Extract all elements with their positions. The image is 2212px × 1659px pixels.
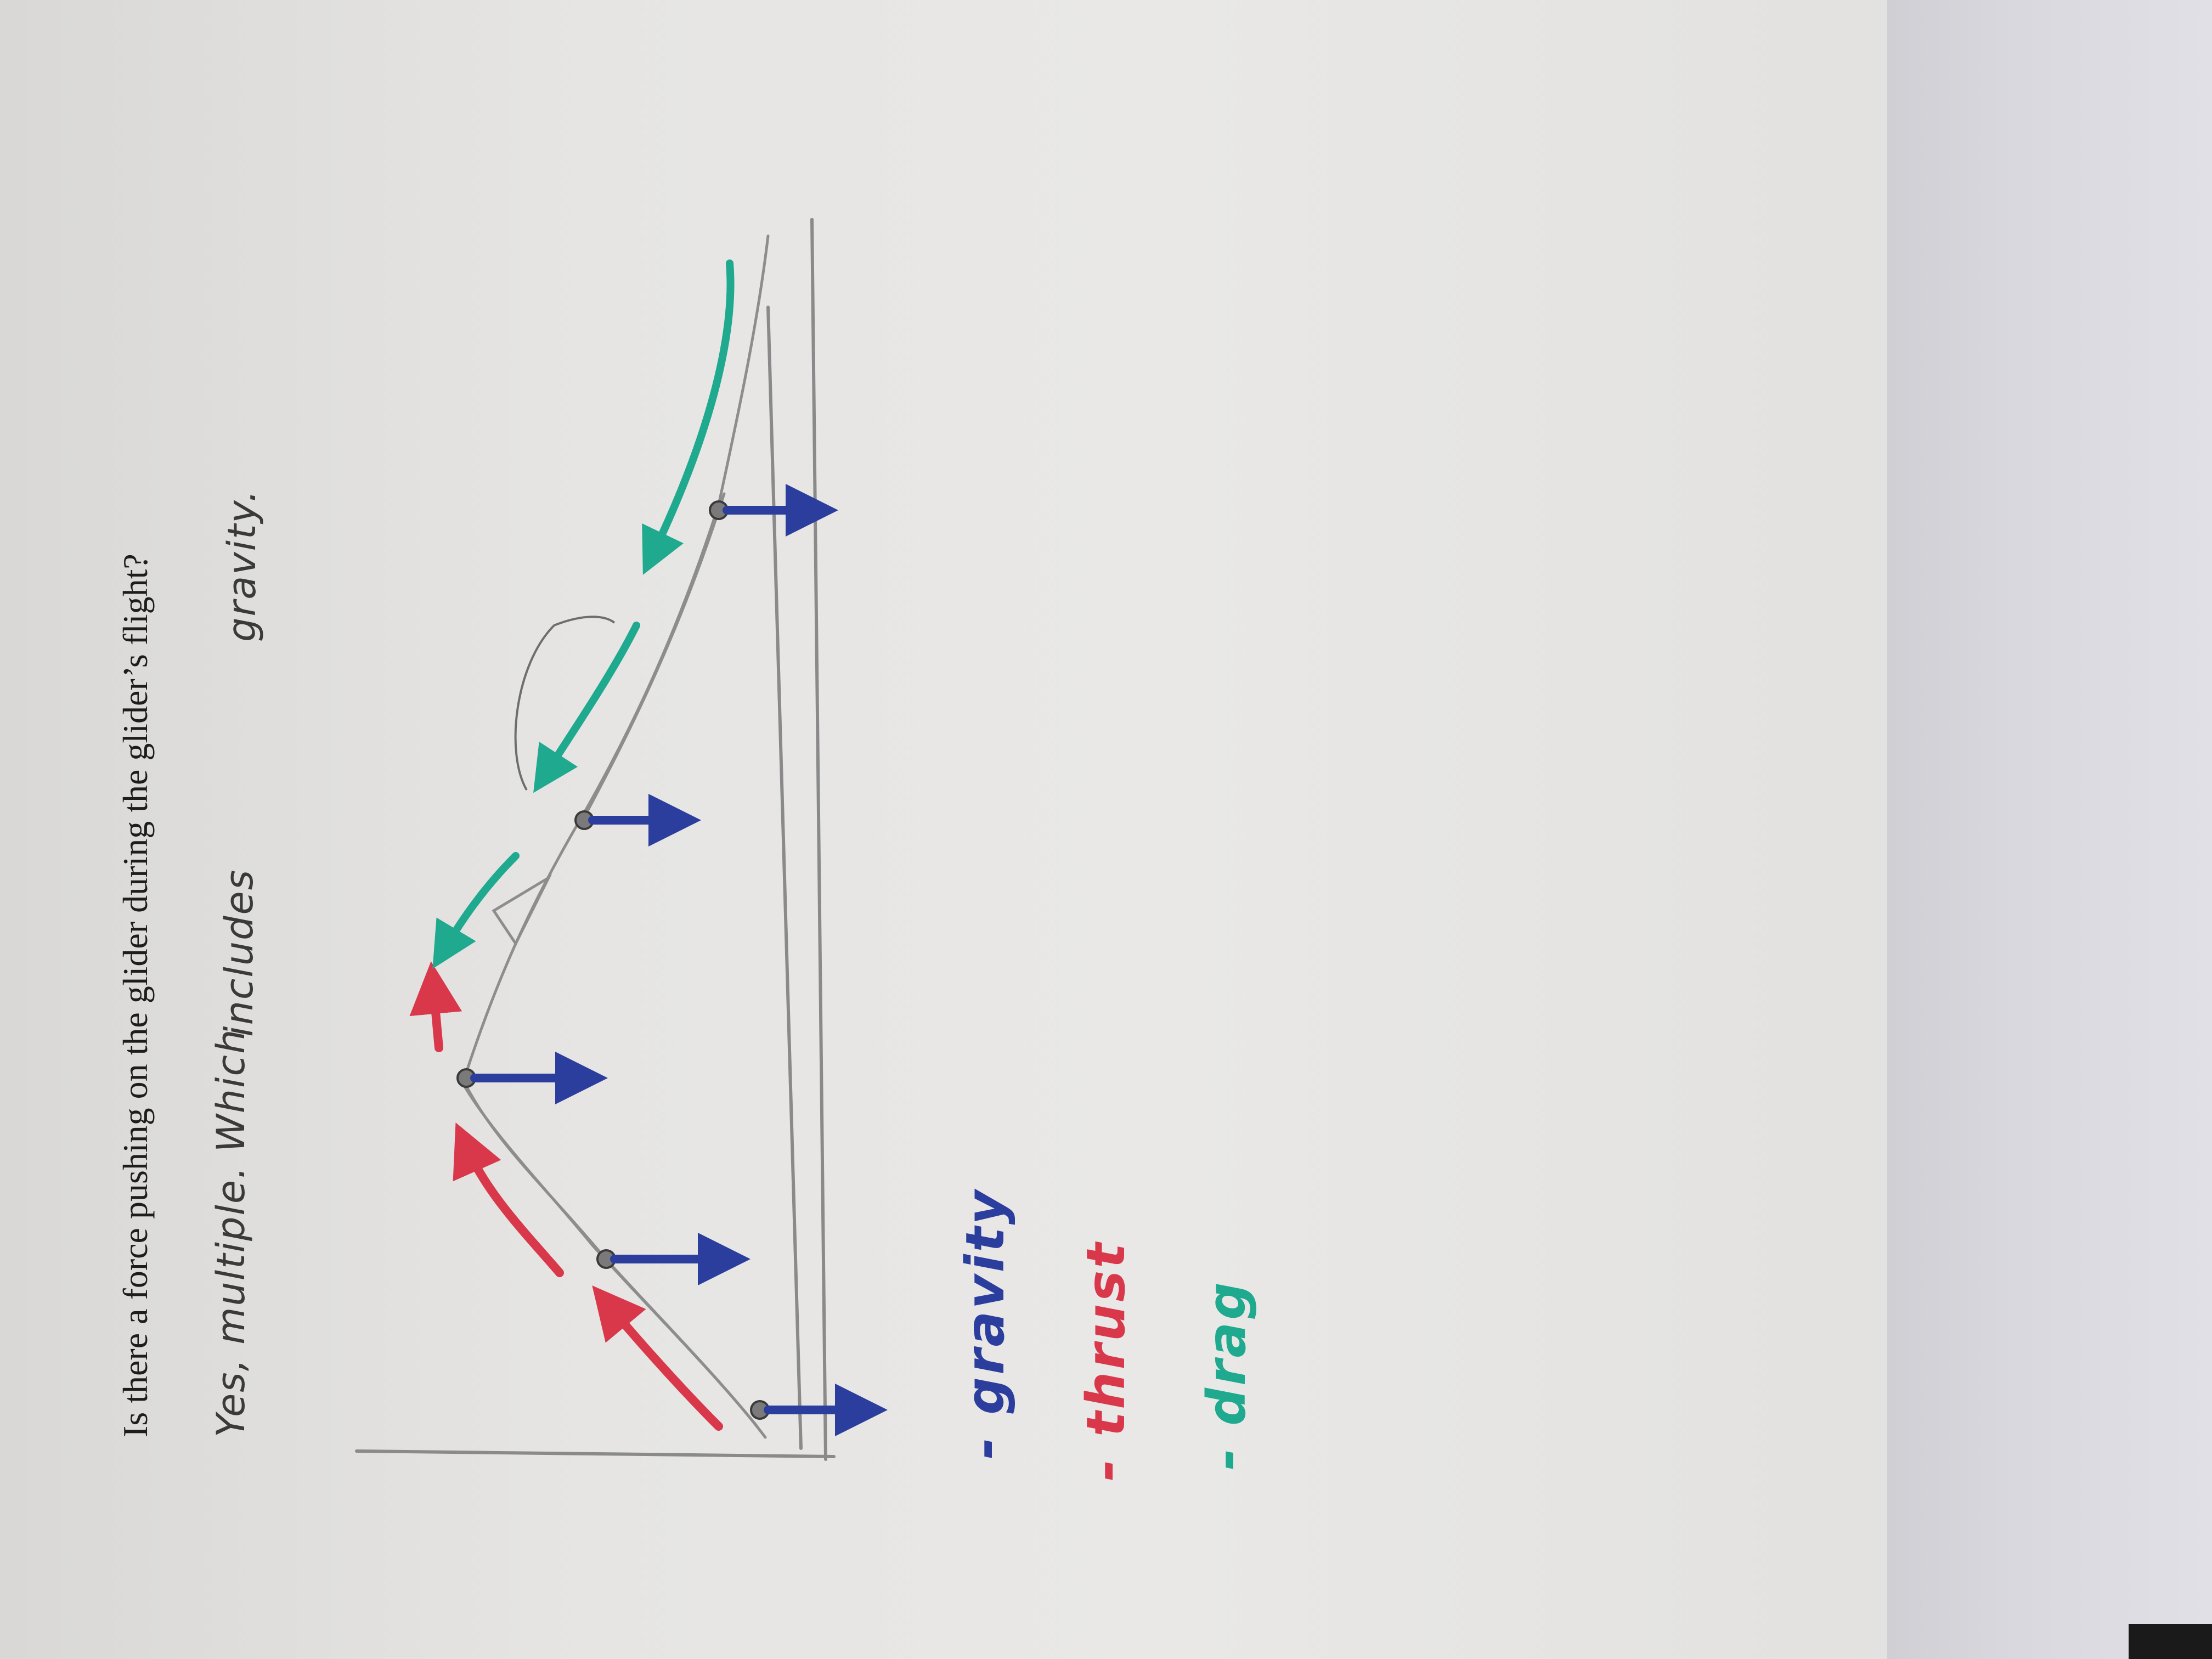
thrust-arrows [409,961,723,1431]
glider-points [456,500,770,1420]
legend-drag: - drag [1196,1280,1257,1470]
desk-background [1887,0,2212,1659]
dark-corner [2129,1624,2212,1659]
drag-arrows [432,259,735,969]
pencil-axes [355,218,836,1461]
gravity-arrows [470,484,888,1436]
worksheet-paper [0,0,1942,1659]
pencil-loop [514,616,616,791]
legend-gravity: - gravity [955,1188,1016,1459]
legend-thrust: - thrust [1075,1240,1137,1481]
